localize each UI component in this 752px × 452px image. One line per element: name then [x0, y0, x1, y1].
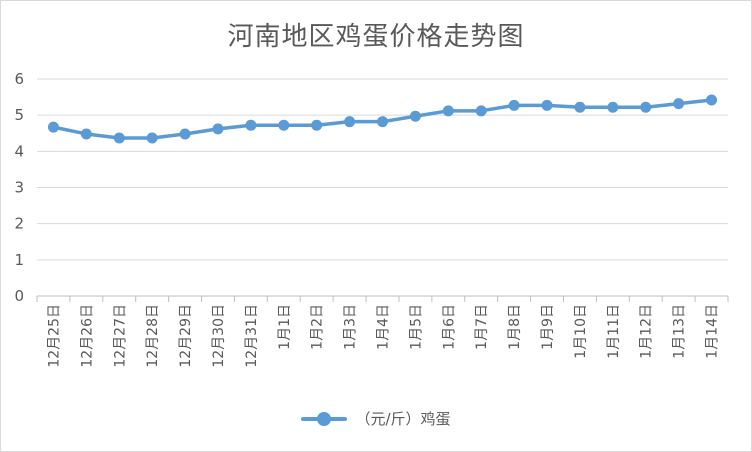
data-point	[475, 105, 487, 117]
legend: （元/斤）鸡蛋	[0, 408, 752, 429]
data-point	[212, 123, 224, 135]
data-point	[673, 98, 685, 110]
data-point	[640, 101, 652, 113]
chart-title: 河南地区鸡蛋价格走势图	[227, 22, 525, 52]
y-tick-label: 5	[14, 106, 24, 124]
y-tick-label: 2	[14, 215, 24, 233]
x-tick-label: 12月28日	[145, 304, 161, 368]
data-point	[574, 101, 586, 113]
y-tick-label: 1	[14, 251, 24, 269]
x-tick-label: 1月11日	[606, 304, 622, 359]
x-tick-label: 1月2日	[310, 304, 326, 350]
x-tick-label: 1月14日	[705, 304, 721, 359]
data-point	[706, 94, 718, 106]
data-point	[508, 99, 520, 111]
data-point	[47, 121, 59, 133]
data-point	[409, 110, 421, 122]
x-tick-label: 12月30日	[211, 304, 227, 368]
legend-label: （元/斤）鸡蛋	[355, 410, 451, 428]
data-point	[442, 105, 454, 117]
y-tick-label: 6	[14, 70, 24, 88]
x-tick-label: 1月5日	[408, 304, 424, 350]
y-axis-ticks: 0 1 2 3 4 5 6	[14, 70, 24, 305]
x-tick-label: 12月25日	[46, 304, 62, 368]
x-tick-label: 12月29日	[178, 304, 194, 368]
x-axis-ticks: 12月25日 12月26日 12月27日 12月28日 12月29日 12月30日 12月3…	[46, 304, 720, 368]
data-point	[245, 119, 257, 131]
x-tick-label: 1月6日	[441, 304, 457, 350]
x-tick-label: 1月9日	[540, 304, 556, 350]
y-tick-label: 3	[14, 179, 24, 197]
data-point	[311, 119, 323, 131]
data-point	[80, 128, 92, 140]
series-group	[47, 94, 718, 144]
x-tick-label: 1月1日	[277, 304, 293, 350]
data-point	[146, 132, 158, 144]
data-point	[344, 116, 356, 128]
x-tick-label: 1月3日	[343, 304, 359, 350]
data-point	[113, 132, 125, 144]
x-tick-label: 12月26日	[79, 304, 95, 368]
x-tick-label: 1月10日	[573, 304, 589, 359]
x-tick-label: 1月12日	[639, 304, 655, 359]
y-tick-label: 0	[14, 287, 24, 305]
x-tick-label: 12月27日	[112, 304, 128, 368]
x-tick-label: 1月13日	[672, 304, 688, 359]
grid-lines	[36, 78, 729, 302]
legend-marker	[301, 411, 348, 426]
x-tick-label: 1月8日	[507, 304, 523, 350]
data-point	[607, 101, 619, 113]
data-point	[377, 116, 388, 128]
data-point	[278, 119, 290, 131]
x-tick-label: 1月4日	[376, 304, 392, 350]
data-point	[541, 99, 553, 111]
data-point	[179, 128, 191, 140]
x-tick-label: 12月31日	[244, 304, 260, 368]
x-tick-label: 1月7日	[474, 304, 490, 350]
y-tick-label: 4	[14, 142, 24, 160]
